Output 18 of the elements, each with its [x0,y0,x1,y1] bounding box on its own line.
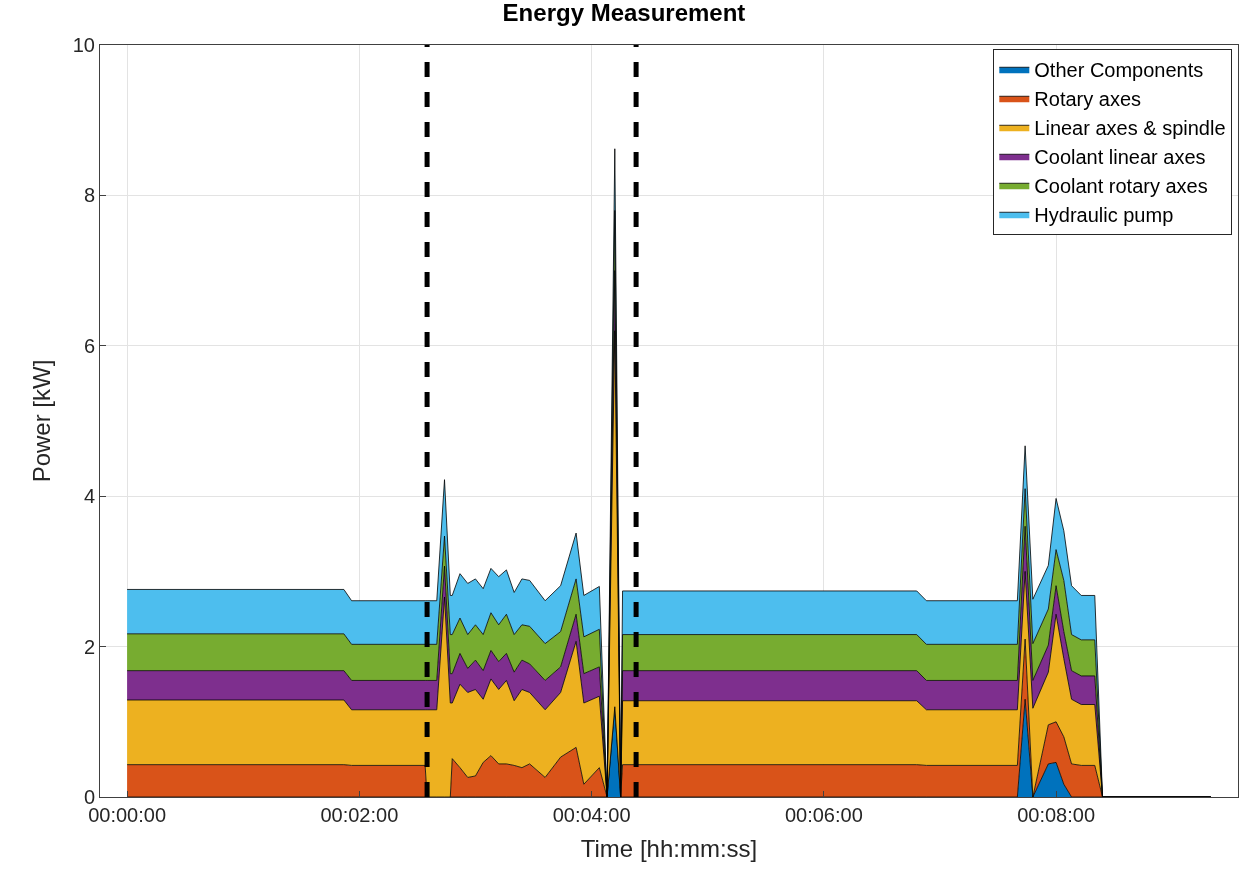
y-axis-title: Power [kW] [27,359,55,483]
y-tick-label: 2 [83,635,95,658]
legend-label: Coolant linear axes [1034,146,1206,169]
legend-label: Rotary axes [1034,88,1142,111]
y-tick-label: 6 [83,334,95,357]
x-tick-label: 00:06:00 [784,804,863,826]
legend-label: Coolant rotary axes [1034,175,1208,198]
legend-label: Linear axes & spindle [1034,117,1226,140]
y-tick-label: 4 [83,485,95,508]
x-axis-title: Time [hh:mm:ss] [580,835,758,863]
legend-label: Hydraulic pump [1034,204,1174,227]
x-tick-label: 00:04:00 [552,804,631,826]
x-tick-label: 00:02:00 [320,804,399,826]
chart-title: Energy Measurement [502,0,746,27]
y-tick-label: 8 [83,184,95,207]
y-tick-label: 10 [72,34,95,56]
legend-label: Other Components [1034,59,1204,82]
x-tick-label: 00:08:00 [1017,804,1095,826]
